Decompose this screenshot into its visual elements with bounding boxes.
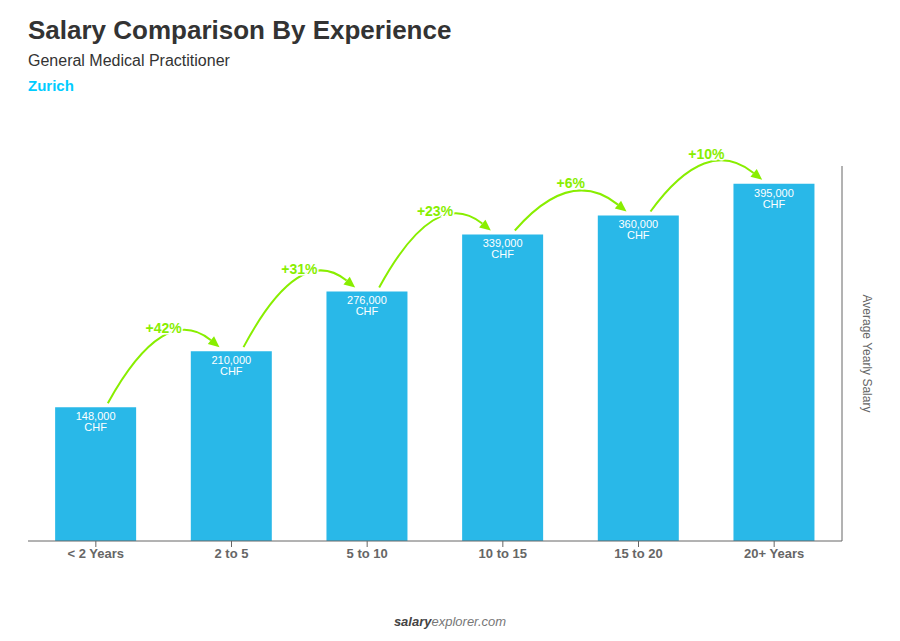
svg-text:360,000CHF: 360,000CHF [618,218,658,241]
svg-text:+6%: +6% [556,175,585,191]
html-text:Zurich: Zurich [28,77,74,94]
svg-text:210,000CHF: 210,000CHF [211,354,251,377]
html-text:General Medical Practitioner: General Medical Practitioner [28,52,230,69]
svg-text:20+ Years: 20+ Years [744,546,804,561]
svg-text:339,000CHF: 339,000CHF [483,237,523,260]
html-text:Salary Comparison By Experienc: Salary Comparison By Experience [28,15,452,45]
svg-text:2 to 5: 2 to 5 [215,546,249,561]
html-text:salary explorer.com: salary explorer.com [393,614,507,629]
svg-text:148,000CHF: 148,000CHF [76,410,116,433]
svg-text:395,000CHF: 395,000CHF [754,187,794,210]
svg-text:+42%: +42% [146,320,183,336]
svg-text:+10%: +10% [688,146,725,162]
svg-text:276,000CHF: 276,000CHF [347,294,387,317]
svg-text:< 2 Years: < 2 Years [68,546,125,561]
svg-text:+23%: +23% [417,203,454,219]
svg-text:+31%: +31% [281,261,318,277]
svg-text:Average Yearly Salary: Average Yearly Salary [860,295,874,413]
svg-text:5 to 10: 5 to 10 [347,546,388,561]
svg-text:10 to 15: 10 to 15 [479,546,527,561]
svg-text:15 to 20: 15 to 20 [614,546,662,561]
